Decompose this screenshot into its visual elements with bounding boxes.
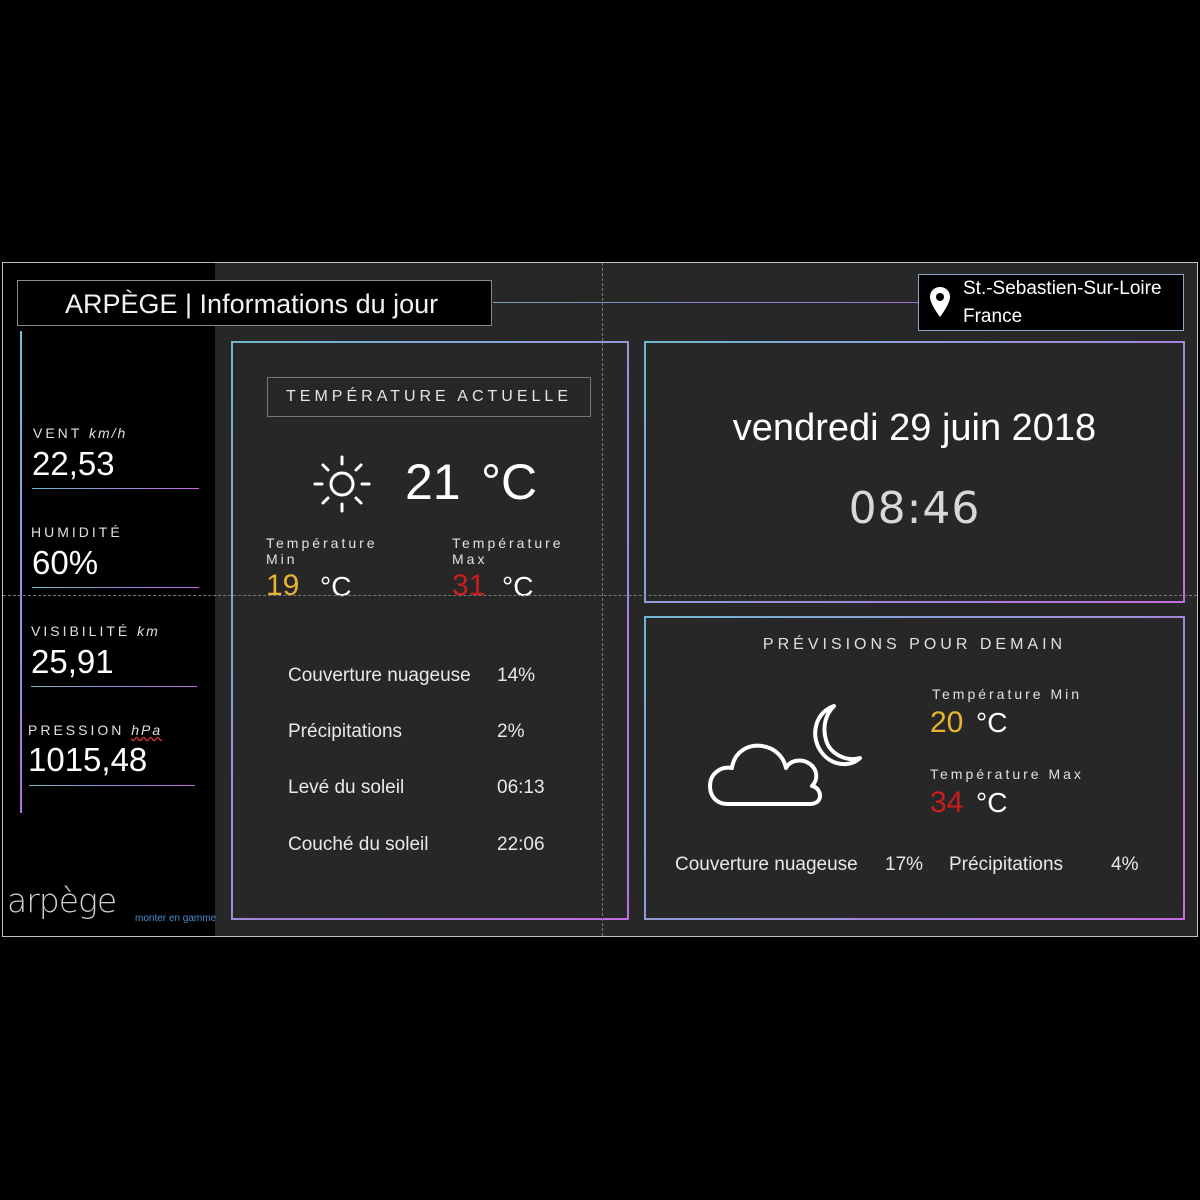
- visibility-label-text: VISIBILITÉ: [31, 623, 131, 639]
- sidebar: [3, 263, 215, 936]
- forecast-max-label: Température Max: [930, 766, 1084, 782]
- max-temp-label: Température Max: [452, 535, 564, 567]
- precipitation-value: 2%: [497, 721, 525, 742]
- dashboard-screen: ARPÈGE | Informations du jour St.-Sebast…: [2, 262, 1198, 937]
- sidebar-accent-line: [20, 331, 22, 813]
- guide-line-horizontal: [3, 595, 1197, 596]
- max-temp-unit: °C: [502, 571, 534, 602]
- logo-wordmark: arpège: [7, 881, 117, 920]
- min-temp-unit: °C: [320, 571, 352, 602]
- current-weather-header: TEMPÉRATURE ACTUELLE: [267, 377, 591, 417]
- wind-value: 22,53: [32, 445, 115, 482]
- precipitation-label: Précipitations: [288, 721, 403, 742]
- forecast-precip-label: Précipitations: [949, 854, 1064, 875]
- visibility-unit: km: [137, 623, 160, 639]
- forecast-min-value: 20: [930, 706, 964, 739]
- humidity-label: HUMIDITÉ: [31, 524, 123, 540]
- forecast-cloud-label: Couverture nuageuse: [675, 854, 858, 875]
- max-temp-value: 31: [452, 569, 486, 602]
- humidity-value: 60%: [32, 544, 99, 581]
- forecast-min-unit: °C: [976, 707, 1008, 738]
- min-temp-value: 19: [266, 569, 300, 602]
- forecast-min-label: Température Min: [932, 686, 1083, 702]
- metric-divider: [32, 587, 199, 588]
- location-pin-icon: [930, 287, 950, 317]
- pressure-label: PRESSION hPa: [28, 722, 162, 738]
- title-bar: ARPÈGE | Informations du jour: [17, 280, 492, 326]
- cloud-moon-icon: [708, 704, 862, 806]
- sunset-value: 22:06: [497, 834, 545, 855]
- location-country: France: [963, 306, 1023, 327]
- cloud-cover-label: Couverture nuageuse: [288, 665, 471, 686]
- forecast-max-unit: °C: [976, 787, 1008, 818]
- header-connector-line: [493, 302, 919, 303]
- forecast-precip-value: 4%: [1111, 854, 1139, 875]
- sunset-label: Couché du soleil: [288, 834, 429, 855]
- current-date: vendredi 29 juin 2018: [732, 407, 1097, 449]
- wind-label-text: VENT: [33, 425, 83, 441]
- forecast-title: PRÉVISIONS POUR DEMAIN: [762, 636, 1067, 653]
- humidity-label-text: HUMIDITÉ: [31, 524, 123, 540]
- pressure-label-text: PRESSION: [28, 722, 125, 738]
- wind-label: VENT km/h: [33, 425, 127, 441]
- page-title: ARPÈGE | Informations du jour: [65, 289, 439, 319]
- visibility-value: 25,91: [31, 643, 114, 680]
- metric-divider: [29, 785, 195, 786]
- min-temp-label: Température Min: [266, 535, 378, 567]
- current-time: 08:46: [848, 483, 981, 534]
- forecast-max-value: 34: [930, 786, 964, 819]
- metric-divider: [32, 488, 199, 489]
- current-temperature: 21: [405, 454, 461, 510]
- current-temperature-unit: °C: [481, 454, 538, 510]
- datetime-panel: vendredi 29 juin 2018 08:46: [644, 341, 1185, 603]
- location-box[interactable]: St.-Sebastien-Sur-Loire France: [918, 274, 1184, 331]
- arpege-logo: arpège monter en gamme: [7, 881, 216, 924]
- location-city: St.-Sebastien-Sur-Loire: [963, 278, 1162, 299]
- sunrise-value: 06:13: [497, 777, 545, 798]
- metric-divider: [31, 686, 197, 687]
- wind-unit: km/h: [88, 425, 128, 441]
- guide-line-vertical: [602, 263, 603, 936]
- cloud-cover-value: 14%: [497, 665, 536, 686]
- forecast-cloud-value: 17%: [885, 854, 924, 875]
- pressure-unit: hPa: [131, 722, 163, 738]
- visibility-label: VISIBILITÉ km: [31, 623, 160, 639]
- sun-icon: [313, 455, 371, 513]
- pressure-value: 1015,48: [28, 741, 148, 778]
- current-weather-panel: TEMPÉRATURE ACTUELLE 21 °C Température M…: [231, 341, 629, 920]
- forecast-panel: PRÉVISIONS POUR DEMAIN Température Min 2…: [644, 616, 1185, 920]
- sunrise-label: Levé du soleil: [288, 777, 405, 798]
- logo-tagline: monter en gamme: [135, 913, 217, 924]
